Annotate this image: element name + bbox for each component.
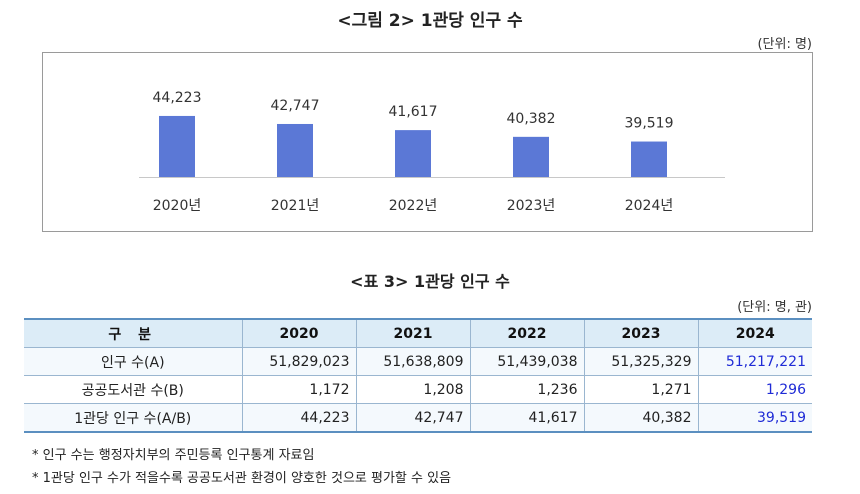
table-cell: 51,829,023 — [241, 347, 357, 376]
table-cell: 44,223 — [241, 403, 357, 433]
bar-2021년 — [277, 123, 313, 177]
data-label: 42,747 — [271, 98, 320, 114]
table-cell: 40,382 — [583, 403, 699, 433]
data-label: 40,382 — [507, 111, 556, 127]
x-tick-label: 2021년 — [271, 198, 320, 214]
footnote: * 인구 수는 행정자치부의 주민등록 인구통계 자료임 — [32, 448, 315, 463]
table-cell: 1,172 — [241, 375, 357, 404]
header-2024: 2024 — [697, 318, 812, 348]
table-cell: 1,271 — [583, 375, 699, 404]
data-label: 39,519 — [625, 116, 674, 132]
x-tick-label: 2024년 — [625, 198, 674, 214]
table-header-row: 구 분 2020 2021 2022 2023 2024 — [24, 318, 812, 348]
header-2020: 2020 — [241, 318, 357, 348]
figure-title: <그림 2> 1관당 인구 수 — [337, 11, 523, 31]
figure-unit: (단위: 명) — [757, 37, 812, 52]
bar-2024년 — [631, 141, 667, 177]
header-2022: 2022 — [469, 318, 585, 348]
x-tick-label: 2023년 — [507, 198, 556, 214]
bar-2023년 — [513, 136, 549, 177]
table-cell: 51,439,038 — [469, 347, 585, 376]
footnotes: * 인구 수는 행정자치부의 주민등록 인구통계 자료임 * 1관당 인구 수가… — [32, 444, 451, 490]
row-label: 1관당 인구 수(A/B) — [24, 403, 243, 433]
table-title: <표 3> 1관당 인구 수 — [350, 272, 510, 291]
table-cell: 42,747 — [355, 403, 471, 433]
x-tick-label: 2020년 — [153, 198, 202, 214]
row-label: 공공도서관 수(B) — [24, 375, 243, 404]
population-table: 구 분 2020 2021 2022 2023 2024 인구 수(A) 51,… — [24, 318, 812, 433]
footnote: * 1관당 인구 수가 적을수록 공공도서관 환경이 양호한 것으로 평가할 수… — [32, 471, 452, 486]
table-cell: 1,208 — [355, 375, 471, 404]
bar-2020년 — [159, 115, 195, 177]
table-cell: 41,617 — [469, 403, 585, 433]
row-label: 인구 수(A) — [24, 347, 243, 376]
table-cell: 51,638,809 — [355, 347, 471, 376]
bar-2022년 — [395, 130, 431, 177]
data-label: 44,223 — [153, 90, 202, 106]
header-2023: 2023 — [583, 318, 699, 348]
x-tick-label: 2022년 — [389, 198, 438, 214]
table-cell: 51,325,329 — [583, 347, 699, 376]
header-2021: 2021 — [355, 318, 471, 348]
table-cell: 1,236 — [469, 375, 585, 404]
table-cell: 1,296 — [697, 375, 812, 404]
table-cell: 39,519 — [697, 403, 812, 433]
table-cell: 51,217,221 — [697, 347, 812, 376]
table-row: 1관당 인구 수(A/B) 44,223 42,747 41,617 40,38… — [24, 403, 812, 433]
table-unit: (단위: 명, 관) — [737, 300, 812, 315]
header-category: 구 분 — [24, 318, 243, 348]
table-row: 공공도서관 수(B) 1,172 1,208 1,236 1,271 1,296 — [24, 375, 812, 404]
bar-chart: 44,223 2020년 42,747 2021년 41,617 2022년 40,382 2… — [139, 90, 725, 214]
table-row: 인구 수(A) 51,829,023 51,638,809 51,439,038… — [24, 347, 812, 376]
chart-container: 44,223 2020년 42,747 2021년 41,617 2022년 40,382 2… — [42, 52, 813, 232]
data-label: 41,617 — [389, 104, 438, 120]
